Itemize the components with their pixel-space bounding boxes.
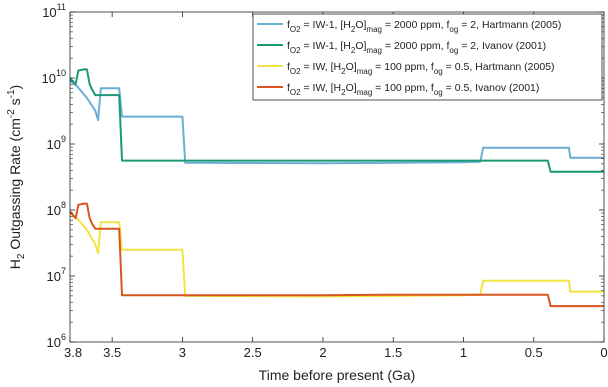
- x-axis-label: Time before present (Ga): [259, 367, 416, 383]
- legend-text-part: O2: [290, 67, 301, 76]
- legend-text-part: O]: [355, 40, 366, 52]
- y-tick-exp: 11: [57, 2, 66, 12]
- x-tick-label: 2.5: [244, 345, 262, 360]
- y-tick-label: 109: [47, 134, 66, 152]
- y-tick-base: 10: [47, 137, 61, 152]
- y-tick-base: 10: [47, 269, 61, 284]
- legend-text-part: = IW, [H: [301, 82, 342, 94]
- y-tick-exp: 8: [61, 200, 66, 210]
- legend-text-part: = 2, Hartmann (2005): [458, 19, 561, 31]
- legend-text-part: og: [449, 46, 458, 55]
- legend-text-part: mag: [366, 46, 382, 55]
- legend-text-part: = 2000 ppm, f: [382, 19, 450, 31]
- legend-text-part: 2: [341, 88, 346, 97]
- legend-text-part: = 100 ppm, f: [372, 61, 434, 73]
- y-tick-label: 1010: [42, 68, 66, 86]
- y-tick-base: 10: [42, 5, 56, 20]
- y-tick-base: 10: [42, 71, 56, 86]
- y-tick-label: 106: [47, 332, 66, 350]
- series-line-3: [69, 212, 604, 298]
- y-label-base: H: [7, 259, 23, 269]
- legend-text-part: = 2000 ppm, f: [382, 40, 450, 52]
- x-tick-label: 2: [319, 345, 326, 360]
- series-line-4: [69, 202, 604, 308]
- legend-text-part: og: [434, 88, 443, 97]
- legend-text-part: O]: [346, 82, 357, 94]
- series-line-1: [69, 80, 604, 165]
- legend-text-part: mag: [357, 67, 373, 76]
- y-label-sub: 2: [16, 253, 27, 259]
- series-layer: [69, 68, 604, 308]
- y-tick-exp: 9: [61, 134, 66, 144]
- legend-text-part: f: [287, 40, 290, 52]
- legend-text-part: = 0.5, Hartmann (2005): [443, 61, 555, 73]
- y-tick-label: 1011: [42, 2, 66, 20]
- x-tick-label: 3.8: [64, 345, 82, 360]
- y-label-sup1: -2: [6, 109, 17, 118]
- x-tick-label: 1.5: [384, 345, 402, 360]
- legend-text-part: = IW-1, [H: [301, 19, 351, 31]
- legend-text-part: O2: [290, 25, 301, 34]
- legend-text-part: O]: [355, 19, 366, 31]
- y-axis-label: H2 Outgassing Rate (cm-2 s-1): [6, 85, 27, 269]
- legend-text-part: O]: [346, 61, 357, 73]
- legend-text-part: 2: [351, 25, 356, 34]
- legend-text-part: f: [287, 61, 290, 73]
- y-tick-exp: 10: [56, 68, 66, 78]
- legend-text-part: = IW, [H: [301, 61, 342, 73]
- y-tick-exp: 7: [61, 266, 66, 276]
- legend-text-part: = 2, Ivanov (2001): [458, 40, 546, 52]
- y-label-end: ): [7, 85, 23, 90]
- y-label-mid: s: [7, 98, 23, 109]
- y-label-rest: Outgassing Rate (cm: [7, 118, 23, 253]
- legend-text-part: og: [434, 67, 443, 76]
- legend-text-part: og: [449, 25, 458, 34]
- legend-text-part: mag: [357, 88, 373, 97]
- legend-entry-2: fO2 = IW-1, [H2O]mag = 2000 ppm, fog = 2…: [287, 40, 546, 55]
- legend-text-part: mag: [366, 25, 382, 34]
- y-tick-label: 107: [47, 266, 66, 284]
- x-tick-label: 1: [460, 345, 467, 360]
- legend-text-part: = 100 ppm, f: [372, 82, 434, 94]
- plot-frame: [69, 11, 605, 343]
- legend-text-part: = IW-1, [H: [301, 40, 351, 52]
- legend-text-part: O2: [290, 88, 301, 97]
- x-tick-label: 3.5: [103, 345, 121, 360]
- legend-text-part: = 0.5, Ivanov (2001): [443, 82, 540, 94]
- legend-text-part: 2: [351, 46, 356, 55]
- x-tick-label: 3: [179, 345, 186, 360]
- legend-entry-4: fO2 = IW, [H2O]mag = 100 ppm, fog = 0.5,…: [287, 82, 539, 97]
- y-tick-base: 10: [47, 203, 61, 218]
- y-tick-label: 108: [47, 200, 66, 218]
- legend-text-part: f: [287, 82, 290, 94]
- legend-text-part: f: [287, 19, 290, 31]
- y-tick-base: 10: [47, 335, 61, 350]
- legend-entry-3: fO2 = IW, [H2O]mag = 100 ppm, fog = 0.5,…: [287, 61, 555, 76]
- legend-text-part: O2: [290, 46, 301, 55]
- legend: fO2 = IW-1, [H2O]mag = 2000 ppm, fog = 2…: [252, 13, 603, 101]
- x-tick-label: 0: [600, 345, 607, 360]
- legend-box: [252, 13, 603, 101]
- series-line-2: [69, 68, 604, 173]
- y-tick-exp: 6: [61, 332, 66, 342]
- x-tick-label: 0.5: [525, 345, 543, 360]
- legend-entry-1: fO2 = IW-1, [H2O]mag = 2000 ppm, fog = 2…: [287, 19, 561, 34]
- legend-text-part: 2: [341, 67, 346, 76]
- y-label-sup2: -1: [6, 89, 17, 98]
